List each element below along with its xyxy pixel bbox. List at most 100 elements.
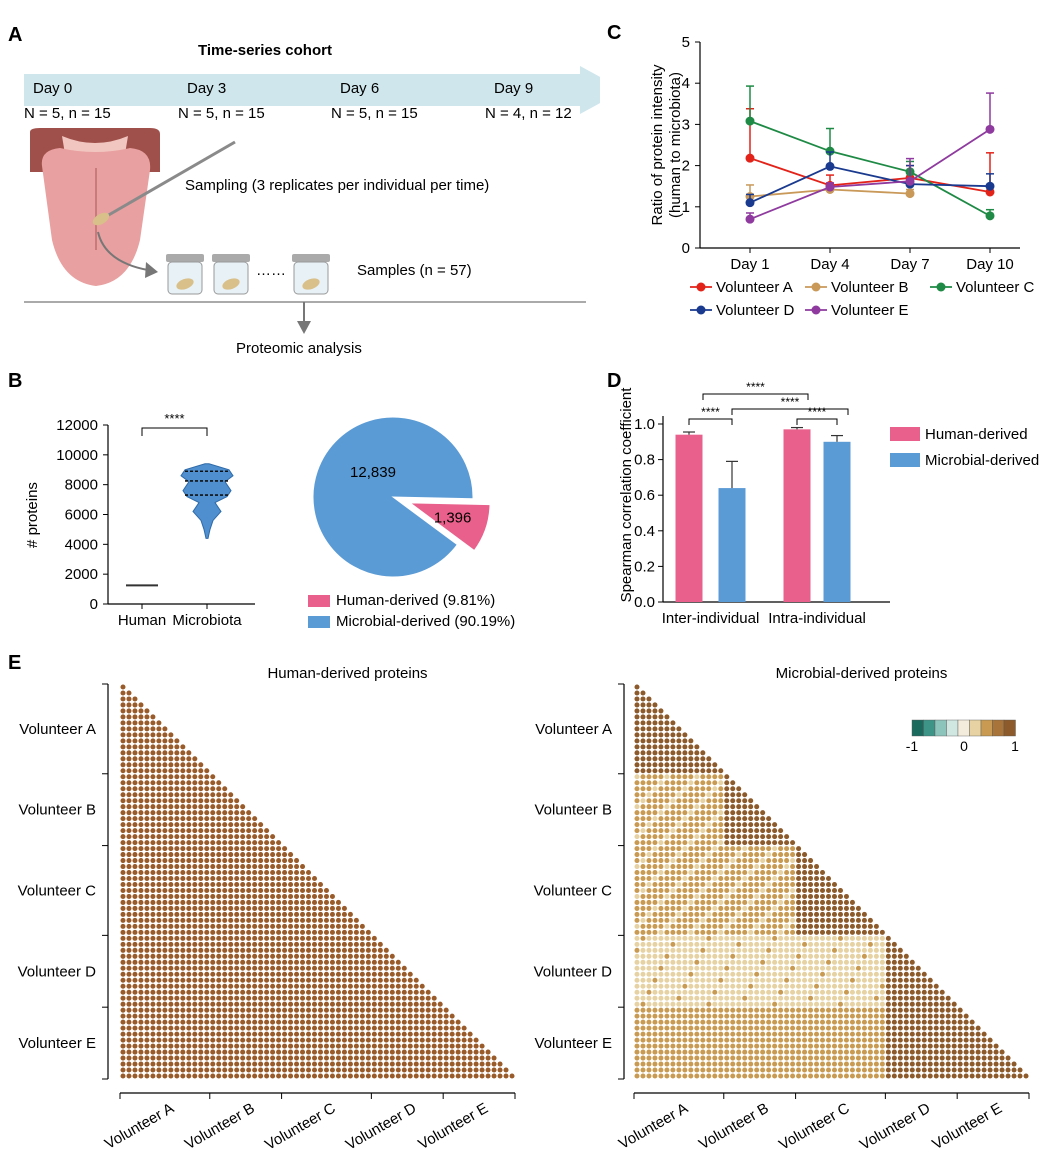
heatmap-cell	[162, 977, 168, 983]
heatmap-cell	[831, 1073, 838, 1079]
heatmap-cell	[706, 935, 712, 941]
heatmap-cell	[742, 905, 748, 911]
heatmap-cell	[126, 864, 132, 870]
heatmap-cell	[969, 1073, 975, 1079]
heatmap-cell	[162, 792, 168, 798]
heatmap-cell	[222, 893, 228, 899]
heatmap-cell	[682, 732, 688, 738]
heatmap-cell	[168, 1055, 174, 1061]
heatmap-cell	[311, 977, 318, 983]
heatmap-cell	[682, 1013, 688, 1019]
heatmap-cell	[748, 893, 754, 899]
heatmap-cell	[754, 852, 760, 858]
heatmap-cell	[144, 822, 150, 828]
heatmap-cell	[796, 1025, 802, 1031]
heatmap-cell	[646, 762, 652, 768]
heatmap-cell	[664, 1013, 670, 1019]
heatmap-cell	[802, 881, 808, 888]
heatmap-cell	[873, 1049, 879, 1055]
heatmap-cell	[760, 977, 766, 983]
heatmap-cell	[168, 1043, 174, 1049]
heatmap-cell	[736, 798, 742, 804]
heatmap-cell	[694, 1013, 700, 1019]
heatmap-cell	[276, 1019, 282, 1025]
heatmap-cell	[909, 1007, 915, 1013]
heatmap-cell	[652, 768, 658, 774]
heatmap-cell	[192, 929, 198, 935]
heatmap-cell	[814, 1067, 820, 1073]
heatmap-cell	[282, 1007, 288, 1013]
heatmap-cell	[652, 720, 658, 726]
colorbar-segment	[934, 719, 947, 737]
heatmap-cell	[192, 995, 198, 1001]
heatmap-cell	[903, 1001, 909, 1007]
heatmap-cell	[162, 756, 168, 762]
heatmap-cell	[843, 971, 849, 977]
heatmap-cell	[670, 738, 676, 744]
heatmap-cell	[323, 1013, 329, 1019]
heatmap-cell	[778, 1007, 784, 1013]
heatmap-cell	[712, 822, 718, 828]
heatmap-cell	[240, 917, 246, 923]
heatmap-cell	[700, 786, 706, 792]
heatmap-cell	[246, 810, 252, 816]
heatmap-cell	[491, 1055, 497, 1061]
heatmap-cell	[760, 1061, 766, 1067]
heatmap-cell	[306, 893, 312, 899]
heatmap-cell	[210, 941, 216, 947]
heatmap-cell	[222, 899, 228, 905]
heatmap-cell	[760, 834, 766, 840]
heatmap-cell	[443, 1025, 449, 1031]
heatmap-cell	[353, 1067, 359, 1073]
heatmap-cell	[132, 744, 138, 750]
heatmap-cell	[694, 983, 700, 989]
heatmap-cell	[843, 911, 849, 917]
heatmap-cell	[778, 923, 784, 929]
heatmap-cell	[377, 941, 383, 947]
heatmap-cell	[742, 1037, 748, 1043]
heatmap-cell	[395, 989, 401, 995]
heatmap-cell	[652, 893, 658, 899]
heatmap-cell	[246, 852, 252, 858]
heatmap-cell	[138, 893, 144, 899]
legend-label: Volunteer A	[716, 279, 793, 296]
heatmap-cell	[282, 989, 288, 995]
heatmap-cell	[945, 995, 951, 1001]
heatmap-cell	[772, 834, 778, 840]
heatmap-cell	[222, 822, 228, 828]
heatmap-cell	[150, 780, 156, 786]
heatmap-cell	[437, 1055, 443, 1061]
heatmap-cell	[664, 720, 670, 726]
heatmap-cell	[210, 917, 216, 923]
heatmap-cell	[222, 959, 228, 965]
heatmap-cell	[204, 828, 210, 834]
heatmap-cell	[855, 1031, 861, 1037]
heatmap-cell	[401, 1031, 407, 1037]
heatmap-cell	[311, 917, 318, 923]
heatmap-cell	[246, 864, 252, 870]
heatmap-cell	[341, 923, 347, 929]
heatmap-cell	[371, 1043, 377, 1049]
heatmap-cell	[156, 917, 162, 923]
heatmap-cell	[820, 989, 826, 995]
heatmap-cell	[264, 1025, 270, 1031]
heatmap-cell	[676, 977, 682, 983]
heatmap-cell	[461, 1037, 467, 1043]
heatmap-cell	[323, 977, 329, 983]
heatmap-cell	[700, 1025, 706, 1031]
heatmap-cell	[700, 917, 706, 923]
heatmap-cell	[778, 893, 784, 899]
heatmap-cell	[682, 756, 688, 762]
heatmap-cell	[658, 965, 664, 971]
heatmap-cell	[891, 1073, 897, 1079]
heatmap-cell	[742, 995, 748, 1001]
heatmap-cell	[294, 858, 300, 864]
heatmap-cell	[401, 989, 407, 995]
heatmap-cell	[873, 1037, 879, 1043]
heatmap-cell	[736, 1043, 742, 1049]
heatmap-cell	[138, 995, 144, 1001]
heatmap-cell	[712, 1055, 718, 1061]
heatmap-cell	[784, 1049, 790, 1055]
heatmap-cell	[120, 720, 126, 726]
heatmap-cell	[132, 798, 138, 804]
